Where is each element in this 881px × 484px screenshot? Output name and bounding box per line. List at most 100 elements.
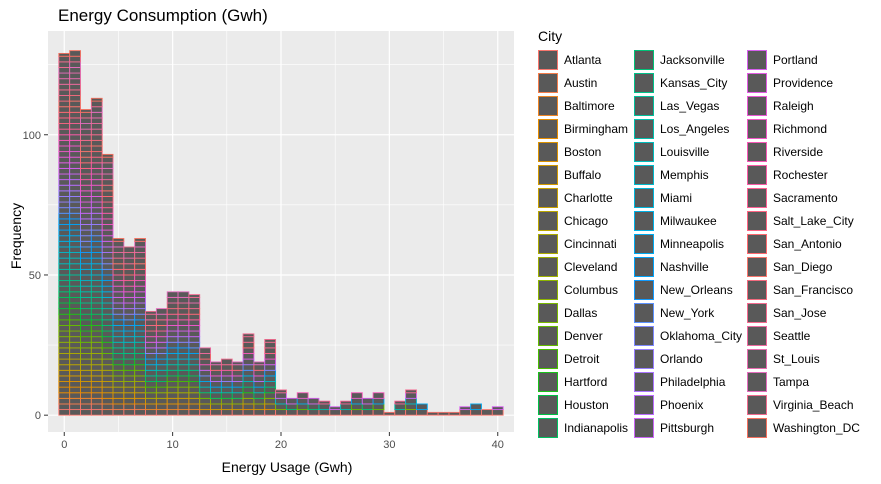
bar-segment: [101, 190, 114, 197]
bar-segment: [253, 392, 266, 399]
legend-label: Rochester: [773, 167, 828, 182]
bar-segment: [69, 173, 81, 181]
bar-segment: [58, 78, 71, 85]
bar-segment: [134, 381, 146, 388]
legend-item: Baltimore: [538, 94, 634, 117]
bar-segment: [90, 386, 103, 394]
bar-segment: [199, 347, 212, 354]
bar-segment: [134, 358, 146, 366]
bar-segment: [123, 375, 136, 382]
bar-segment: [123, 386, 136, 394]
bar-segment: [58, 403, 71, 411]
legend-label: Virginia_Beach: [773, 397, 854, 412]
bar-segment: [58, 95, 71, 102]
legend-item: New_York: [634, 301, 747, 324]
bar-segment: [123, 369, 136, 377]
bar-segment: [101, 409, 114, 416]
bar-segment: [242, 386, 255, 394]
bar-segment: [69, 184, 81, 192]
bar-segment: [188, 392, 201, 399]
bar-segment: [145, 313, 157, 321]
bar-segment: [90, 268, 103, 276]
legend-key: [747, 187, 767, 208]
bar-segment: [318, 409, 331, 416]
bar-segment: [58, 224, 71, 231]
bar-segment: [58, 61, 71, 68]
bar-segment: [69, 128, 81, 136]
bar-segment: [329, 406, 342, 411]
bar-segment: [80, 139, 92, 147]
legend-item: St_Louis: [747, 347, 867, 370]
histogram-bar: [58, 52, 71, 416]
bar-segment: [166, 353, 179, 360]
bar-segment: [177, 341, 190, 349]
legend-key: [538, 348, 558, 369]
bar-segment: [340, 400, 352, 405]
bar-segment: [296, 403, 309, 411]
legend-key: [747, 417, 767, 438]
bar-segment: [264, 369, 277, 377]
bar-segment: [101, 184, 114, 192]
bar-segment: [58, 296, 71, 304]
bar-segment: [329, 409, 342, 416]
legend-item: Washington_DC: [747, 416, 867, 439]
bar-segment: [199, 358, 212, 366]
bar-segment: [123, 246, 136, 253]
bar-segment: [459, 409, 472, 416]
bar-segment: [210, 375, 222, 382]
bar-segment: [101, 156, 114, 164]
bar-segment: [80, 111, 92, 119]
bar-segment: [264, 375, 277, 382]
bar-segment: [80, 296, 92, 304]
bar-segment: [69, 268, 81, 276]
bar-segment: [90, 106, 103, 113]
bar-segment: [58, 397, 71, 405]
bar-segment: [145, 409, 157, 416]
histogram-bar: [361, 397, 374, 416]
bar-segment: [296, 409, 309, 416]
bar-segment: [123, 330, 136, 338]
bar-segment: [90, 246, 103, 253]
bar-segment: [90, 111, 103, 119]
bar-segment: [155, 403, 168, 411]
legend-key: [634, 187, 654, 208]
bar-segment: [123, 302, 136, 310]
bar-segment: [188, 336, 201, 343]
bar-segment: [90, 280, 103, 287]
y-tick-label: 50: [29, 270, 41, 282]
bar-segment: [145, 347, 157, 354]
histogram-bar: [155, 308, 168, 416]
bar-segment: [188, 302, 201, 310]
bar-segment: [80, 145, 92, 153]
bar-segment: [372, 409, 385, 416]
bar-segment: [253, 409, 266, 416]
bar-segment: [58, 67, 71, 74]
bar-segment: [166, 347, 179, 354]
bar-segment: [123, 324, 136, 332]
bar-segment: [188, 308, 201, 315]
histogram-bar: [459, 406, 472, 416]
bar-segment: [112, 257, 125, 265]
bar-segment: [112, 375, 125, 382]
histogram-bar: [275, 389, 287, 416]
bar-segment: [155, 319, 168, 326]
legend-item: Boston: [538, 140, 634, 163]
bar-segment: [101, 235, 114, 242]
legend-key: [634, 417, 654, 438]
bar-segment: [134, 296, 146, 304]
bar-segment: [177, 392, 190, 399]
bar-segment: [101, 268, 114, 276]
legend-label: Birmingham: [564, 121, 629, 136]
legend-key: [538, 141, 558, 162]
bar-segment: [285, 397, 298, 405]
bar-segment: [134, 280, 146, 287]
bar-segment: [296, 397, 309, 405]
legend-label: Seattle: [773, 328, 811, 343]
bar-segment: [58, 240, 71, 248]
bar-segment: [166, 386, 179, 394]
bar-segment: [470, 409, 482, 416]
bar-segment: [145, 319, 157, 326]
bar-segment: [80, 151, 92, 158]
legend-label: Minneapolis: [660, 236, 725, 251]
bar-segment: [101, 153, 114, 158]
